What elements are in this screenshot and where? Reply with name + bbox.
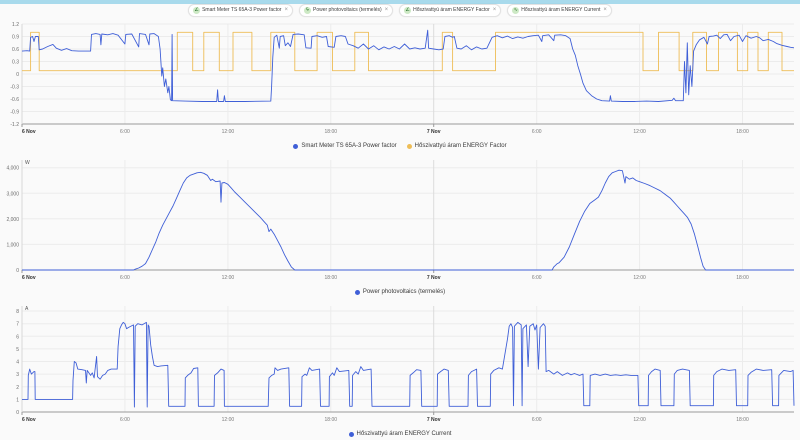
y-tick-label: 0.6: [12, 47, 19, 53]
y-tick-label: 1.2: [12, 22, 19, 28]
x-tick-label: 6:00: [120, 275, 130, 281]
y-tick-label: 4: [16, 360, 19, 366]
close-icon[interactable]: ×: [603, 6, 607, 13]
legend-label: Smart Meter TS 65A-3 Power factor: [301, 143, 397, 149]
y-tick-label: 1,000: [6, 242, 19, 248]
y-tick-label: 0: [16, 268, 19, 274]
power-factor-chart: 1.2 0.9 0.6 0.3 0 -0.3 -0.6 -0.9 -1.2 6 Nov 6:00 12…: [0, 16, 800, 152]
x-tick-label: 7 Nov: [427, 275, 441, 281]
y-tick-label: 0: [16, 72, 19, 78]
sine-wave-icon: ∿: [512, 6, 520, 14]
y-tick-label: 2,000: [6, 217, 19, 223]
axis-unit-label: A: [25, 306, 29, 312]
legend-item-energy-factor[interactable]: Hőszivattyú áram ENERGY Factor: [406, 143, 507, 149]
x-tick-label: 6:00: [120, 129, 130, 135]
power-factor-chart-canvas[interactable]: 1.2 0.9 0.6 0.3 0 -0.3 -0.6 -0.9 -1.26 Nov 6:00 12…: [0, 16, 800, 140]
x-tick-label: 18:00: [325, 129, 338, 135]
series-color-dot: [406, 143, 412, 149]
x-tick-label: 12:00: [633, 417, 646, 423]
x-tick-label: 6:00: [532, 275, 542, 281]
entity-chip-energy-factor[interactable]: ∠ Hőszivattyú áram ENERGY Factor ×: [399, 3, 502, 17]
legend-item-power-factor[interactable]: Smart Meter TS 65A-3 Power factor: [293, 143, 397, 149]
axis-unit-label: W: [25, 160, 30, 166]
legend-label: Power photovoltaics (termelés): [362, 289, 446, 295]
legend-label: Hőszivattyú áram ENERGY Factor: [414, 143, 507, 149]
y-tick-label: 1: [16, 397, 19, 403]
legend-item-photovoltaics[interactable]: Power photovoltaics (termelés): [354, 289, 446, 295]
y-tick-label: -0.6: [10, 97, 19, 103]
y-tick-label: 0: [16, 410, 19, 416]
flash-icon: ϟ: [304, 6, 311, 14]
y-tick-label: 5: [16, 347, 19, 353]
close-icon[interactable]: ×: [384, 6, 389, 13]
x-tick-label: 7 Nov: [427, 129, 441, 135]
series-line: [22, 31, 794, 72]
x-tick-label: 6:00: [120, 417, 130, 423]
entity-chip-label: Hőszivattyú áram ENERGY Current: [521, 7, 601, 13]
entity-chip-energy-current[interactable]: ∿ Hőszivattyú áram ENERGY Current ×: [507, 3, 612, 17]
chart-legend: Hőszivattyú áram ENERGY Current: [0, 428, 800, 440]
y-tick-label: 7: [16, 322, 19, 328]
x-tick-label: 6:00: [532, 129, 542, 135]
y-tick-label: 3: [16, 372, 19, 378]
x-tick-label: 12:00: [222, 417, 235, 423]
close-icon[interactable]: ×: [492, 6, 497, 13]
chart-legend: Power photovoltaics (termelés): [0, 286, 800, 298]
entity-chip-label: Hőszivattyú áram ENERGY Factor: [413, 7, 490, 13]
entity-chip-power-factor[interactable]: ∠ Smart Meter TS 65A-3 Power factor ×: [188, 3, 293, 17]
x-tick-label: 12:00: [633, 129, 646, 135]
y-tick-label: -0.3: [10, 85, 19, 91]
series-line: [22, 321, 795, 408]
x-tick-label: 6 Nov: [22, 275, 36, 281]
x-tick-label: 6:00: [532, 417, 542, 423]
y-tick-label: 2: [16, 385, 19, 391]
x-tick-label: 18:00: [736, 275, 749, 281]
x-tick-label: 18:00: [736, 417, 749, 423]
photovoltaics-power-chart: 4,000 3,000 2,000 1,000 0 6 Nov 6:00 12:00 18:00…: [0, 152, 800, 298]
series-line: [22, 169, 794, 271]
photovoltaics-chart-canvas[interactable]: 4,000 3,000 2,000 1,000 06 Nov 6:00 12:00 18:00…: [0, 152, 800, 286]
x-tick-label: 6 Nov: [22, 129, 36, 135]
x-tick-label: 18:00: [325, 275, 338, 281]
y-tick-label: 0.3: [12, 60, 19, 66]
x-tick-label: 12:00: [222, 275, 235, 281]
entity-chips-bar: ∠ Smart Meter TS 65A-3 Power factor × ϟ …: [0, 3, 800, 17]
close-icon[interactable]: ×: [284, 6, 288, 13]
y-tick-label: 4,000: [6, 166, 19, 172]
entity-chip-label: Smart Meter TS 65A-3 Power factor: [202, 7, 282, 13]
x-tick-label: 6 Nov: [22, 417, 36, 423]
series-color-dot: [293, 143, 299, 149]
series-line: [21, 29, 795, 102]
y-tick-label: 3,000: [6, 191, 19, 197]
y-tick-label: 8: [16, 309, 19, 315]
y-tick-label: -0.9: [10, 110, 19, 116]
x-tick-label: 12:00: [222, 129, 235, 135]
y-tick-label: 0.9: [12, 35, 19, 41]
x-tick-label: 18:00: [325, 417, 338, 423]
legend-item-energy-current[interactable]: Hőszivattyú áram ENERGY Current: [348, 431, 452, 437]
window-top-accent-bar: [0, 0, 800, 4]
y-tick-label: -1.2: [10, 122, 19, 128]
x-tick-label: 12:00: [633, 275, 646, 281]
entity-chip-photovoltaics[interactable]: ϟ Power photovoltaics (termelés) ×: [299, 3, 394, 17]
power-factor-angle-icon: ∠: [404, 6, 412, 14]
x-tick-label: 7 Nov: [427, 417, 441, 423]
entity-chip-label: Power photovoltaics (termelés): [313, 7, 382, 13]
power-factor-angle-icon: ∠: [193, 6, 201, 14]
series-color-dot: [354, 289, 360, 295]
legend-label: Hőszivattyú áram ENERGY Current: [356, 431, 452, 437]
series-color-dot: [348, 431, 354, 437]
x-tick-label: 18:00: [736, 129, 749, 135]
y-tick-label: 6: [16, 334, 19, 340]
current-chart-canvas[interactable]: 8 7 6 5 4 3 2 1 06 Nov 6:00 12:00 18:00 7 Nov 6:00 12:…: [0, 298, 800, 428]
chart-legend: Smart Meter TS 65A-3 Power factor Hősziv…: [0, 140, 800, 152]
